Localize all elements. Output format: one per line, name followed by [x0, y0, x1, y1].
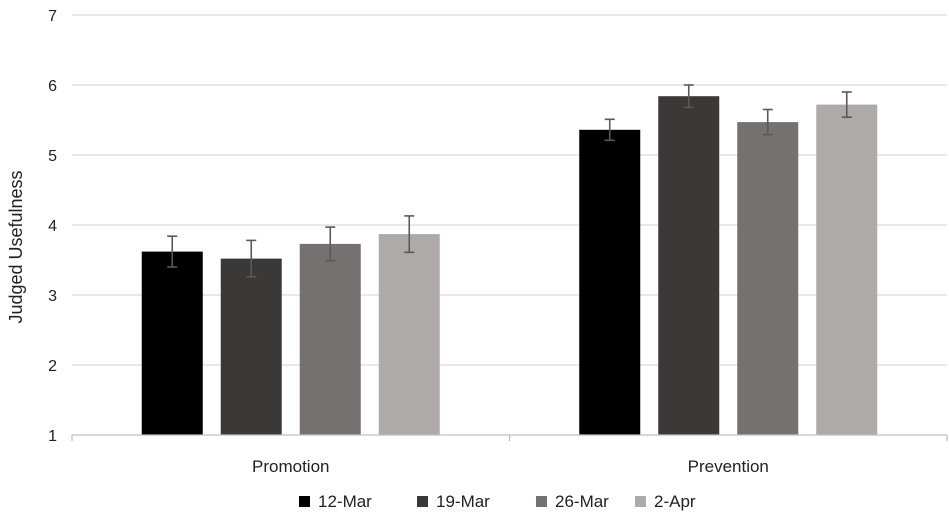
legend-label: 2-Apr: [654, 492, 696, 511]
y-tick-label: 7: [48, 8, 57, 25]
y-tick-label: 3: [48, 288, 57, 305]
bar: [141, 251, 203, 435]
bar: [220, 258, 282, 435]
bar: [737, 122, 799, 435]
x-axis: [71, 434, 948, 441]
legend-swatch: [536, 496, 547, 507]
bars: [141, 96, 878, 436]
legend-label: 19-Mar: [436, 492, 490, 511]
y-tick-label: 1: [48, 428, 57, 445]
legend-swatch: [635, 496, 646, 507]
bar: [816, 104, 878, 435]
category-label: Prevention: [688, 457, 769, 476]
legend-label: 26-Mar: [555, 492, 609, 511]
y-axis-tick-labels: 1 2 3 4 5 6 7: [48, 8, 57, 445]
category-label: Promotion: [252, 457, 329, 476]
y-axis-title: Judged Usefulness: [6, 170, 26, 323]
gridlines: [72, 14, 947, 366]
legend-swatch: [417, 496, 428, 507]
category-labels: Promotion Prevention: [252, 457, 769, 476]
bar: [658, 96, 720, 435]
legend-swatch: [299, 496, 310, 507]
legend: 12-Mar 19-Mar 26-Mar 2-Apr: [299, 492, 696, 511]
y-tick-label: 6: [48, 78, 57, 95]
bar: [579, 129, 641, 436]
error-bars: [167, 84, 852, 278]
y-tick-label: 2: [48, 358, 57, 375]
bar: [378, 234, 440, 435]
bar: [299, 243, 361, 435]
y-tick-label: 5: [48, 148, 57, 165]
legend-label: 12-Mar: [318, 492, 372, 511]
y-tick-label: 4: [48, 218, 57, 235]
